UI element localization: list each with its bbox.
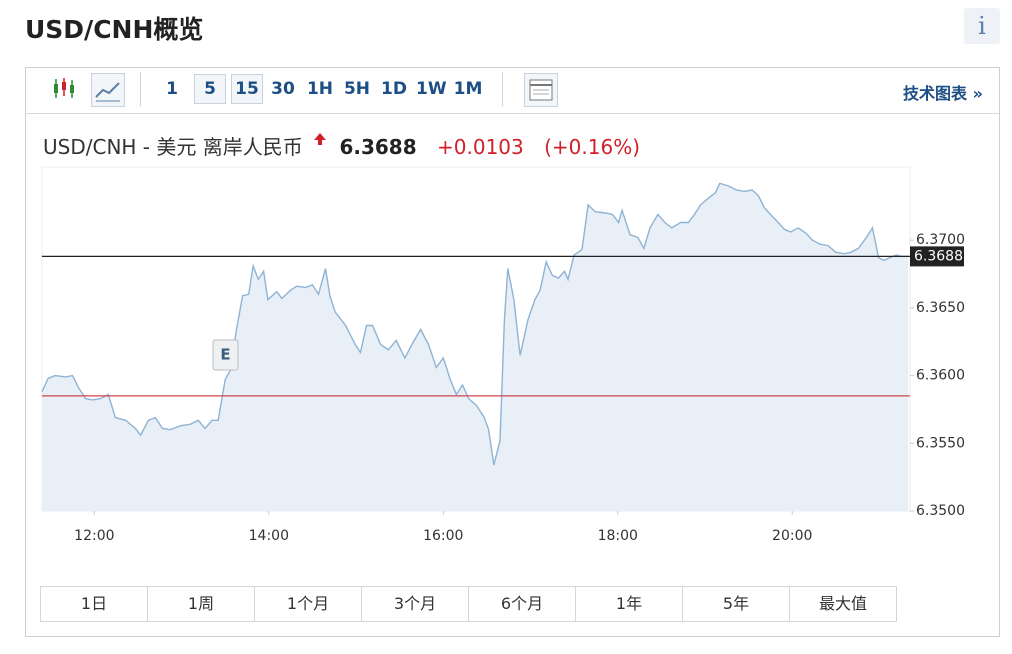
technical-chart-link[interactable]: 技术图表 » — [903, 84, 983, 103]
y-tick-label: 6.3550 — [916, 435, 965, 451]
toolbar — [26, 68, 999, 114]
line-chart-icon[interactable] — [91, 73, 125, 107]
range-tab[interactable]: 1年 — [575, 586, 683, 622]
instrument-name: USD/CNH - 美元 离岸人民币 — [43, 135, 303, 159]
y-tick-label: 6.3700 — [916, 232, 965, 248]
x-tick-label: 12:00 — [74, 528, 114, 544]
x-tick-label: 14:00 — [249, 528, 289, 544]
quote-line: USD/CNH - 美元 离岸人民币 6.3688 +0.0103 (+0.16… — [43, 131, 640, 160]
y-tick-label: 6.3500 — [916, 503, 965, 519]
interval-button[interactable]: 5H — [343, 79, 371, 99]
widget-frame — [25, 67, 1000, 637]
interval-button[interactable]: 1M — [453, 79, 483, 99]
y-tick-label: 6.3600 — [916, 368, 965, 384]
interval-button[interactable]: 1H — [306, 79, 334, 99]
range-tab[interactable]: 1日 — [40, 586, 148, 622]
range-tab[interactable]: 最大值 — [789, 586, 897, 622]
range-tab[interactable]: 6个月 — [468, 586, 576, 622]
event-marker — [212, 339, 239, 371]
price-change-percent: (+0.16%) — [544, 135, 641, 159]
separator — [502, 72, 503, 106]
range-tab[interactable]: 3个月 — [361, 586, 469, 622]
x-tick-label: 18:00 — [598, 528, 638, 544]
table-icon[interactable] — [524, 73, 558, 107]
last-price: 6.3688 — [339, 135, 417, 159]
price-line — [41, 182, 909, 466]
area — [42, 183, 909, 512]
interval-button[interactable]: 1D — [381, 79, 407, 99]
interval-button[interactable]: 15 — [231, 74, 263, 104]
last-price-box — [910, 246, 964, 267]
event-marker-label: E — [220, 346, 230, 364]
interval-button[interactable]: 30 — [271, 79, 295, 99]
info-button[interactable]: i — [964, 8, 1000, 44]
separator — [140, 72, 141, 106]
interval-button[interactable]: 1W — [416, 79, 447, 99]
range-tab[interactable]: 1个月 — [254, 586, 362, 622]
y-tick-label: 6.3650 — [916, 300, 965, 316]
range-tabs: 1日 1周 1个月 3个月 6个月 1年 5年 最大值 — [40, 586, 897, 622]
up-arrow — [314, 133, 327, 145]
x-tick-label: 20:00 — [772, 528, 812, 544]
page-title: USD/CNH概览 — [25, 15, 204, 44]
candlestick-icon[interactable] — [52, 76, 78, 102]
x-tick-label: 16:00 — [423, 528, 463, 544]
interval-button[interactable]: 1 — [166, 79, 178, 99]
range-tab[interactable]: 1周 — [147, 586, 255, 622]
price-change: +0.0103 — [437, 135, 524, 159]
last-price-label: 6.3688 — [914, 248, 963, 264]
interval-button[interactable]: 5 — [194, 74, 226, 104]
range-tab[interactable]: 5年 — [682, 586, 790, 622]
